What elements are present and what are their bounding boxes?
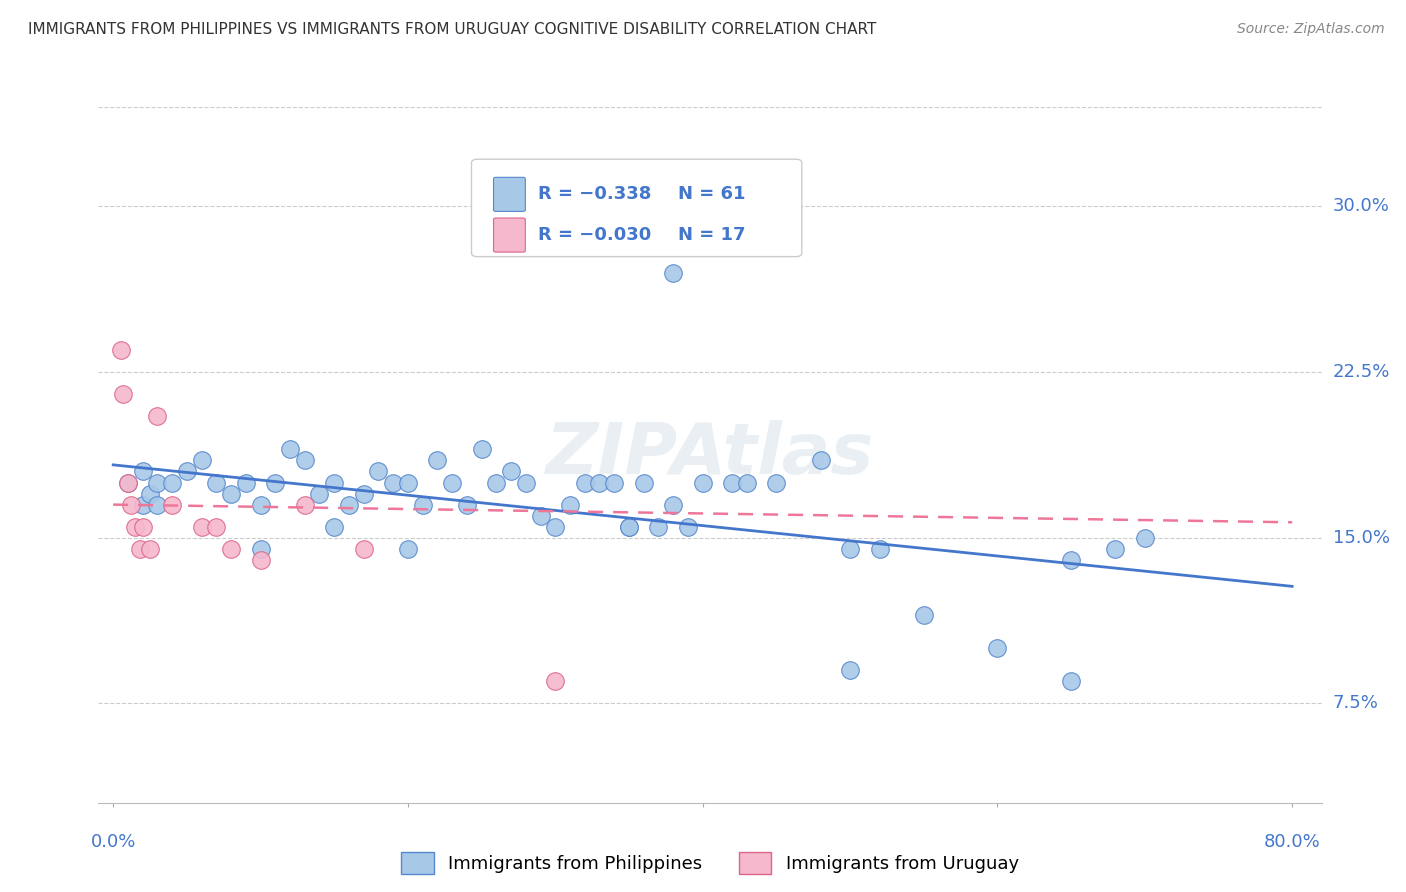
Text: 30.0%: 30.0% xyxy=(1333,197,1389,216)
Text: 7.5%: 7.5% xyxy=(1333,694,1379,713)
Point xyxy=(662,498,685,512)
Point xyxy=(515,475,537,490)
Point xyxy=(128,541,150,556)
Text: N = 17: N = 17 xyxy=(678,226,745,244)
Point xyxy=(112,387,135,401)
Point xyxy=(205,519,228,533)
Text: 22.5%: 22.5% xyxy=(1333,363,1391,381)
Point xyxy=(1060,674,1083,689)
Point xyxy=(160,498,183,512)
Point xyxy=(337,498,360,512)
Point xyxy=(353,541,375,556)
Point xyxy=(839,541,862,556)
Point xyxy=(721,475,744,490)
Point xyxy=(160,475,183,490)
Point xyxy=(603,475,626,490)
Point xyxy=(456,498,478,512)
Point xyxy=(382,475,405,490)
Point xyxy=(190,519,212,533)
Point xyxy=(139,486,162,500)
Point xyxy=(190,453,212,467)
Point xyxy=(117,475,139,490)
Text: Source: ZipAtlas.com: Source: ZipAtlas.com xyxy=(1237,22,1385,37)
Point xyxy=(110,343,132,357)
Point xyxy=(146,498,169,512)
Point xyxy=(131,465,153,479)
Point xyxy=(1104,541,1126,556)
Point xyxy=(219,541,242,556)
Point xyxy=(323,519,346,533)
Point xyxy=(294,453,316,467)
Point xyxy=(139,541,162,556)
Point xyxy=(264,475,287,490)
Point xyxy=(544,519,567,533)
Point xyxy=(617,519,640,533)
Text: 80.0%: 80.0% xyxy=(1264,833,1320,851)
Point xyxy=(692,475,714,490)
Point xyxy=(117,475,139,490)
Point xyxy=(471,442,494,457)
Text: 15.0%: 15.0% xyxy=(1333,529,1389,547)
Point xyxy=(647,519,669,533)
Point xyxy=(441,475,464,490)
Text: ZIPAtlas: ZIPAtlas xyxy=(546,420,875,490)
Point xyxy=(633,475,655,490)
Point xyxy=(131,498,153,512)
Point xyxy=(765,475,787,490)
FancyBboxPatch shape xyxy=(471,159,801,257)
Point xyxy=(588,475,610,490)
Point xyxy=(499,465,522,479)
Point xyxy=(544,674,567,689)
FancyBboxPatch shape xyxy=(494,178,526,211)
Point xyxy=(558,498,581,512)
Point xyxy=(662,266,685,280)
Point xyxy=(396,541,419,556)
Point xyxy=(839,663,862,677)
Point xyxy=(278,442,301,457)
Point xyxy=(869,541,891,556)
Point xyxy=(574,475,596,490)
Text: 0.0%: 0.0% xyxy=(90,833,136,851)
Legend: Immigrants from Philippines, Immigrants from Uruguay: Immigrants from Philippines, Immigrants … xyxy=(401,852,1019,874)
Text: R = −0.338: R = −0.338 xyxy=(537,186,651,203)
Point xyxy=(396,475,419,490)
Point xyxy=(912,608,935,623)
Text: IMMIGRANTS FROM PHILIPPINES VS IMMIGRANTS FROM URUGUAY COGNITIVE DISABILITY CORR: IMMIGRANTS FROM PHILIPPINES VS IMMIGRANT… xyxy=(28,22,876,37)
Point xyxy=(986,641,1008,656)
Point xyxy=(294,498,316,512)
Point xyxy=(485,475,508,490)
Point xyxy=(146,409,169,424)
Point xyxy=(249,541,271,556)
Point xyxy=(617,519,640,533)
FancyBboxPatch shape xyxy=(494,218,526,252)
Point xyxy=(1060,553,1083,567)
Point xyxy=(367,465,389,479)
Point xyxy=(676,519,699,533)
Point xyxy=(249,498,271,512)
Point xyxy=(124,519,146,533)
Point xyxy=(131,519,153,533)
Text: R = −0.030: R = −0.030 xyxy=(537,226,651,244)
Point xyxy=(810,453,832,467)
Point xyxy=(249,553,271,567)
Point xyxy=(146,475,169,490)
Point xyxy=(205,475,228,490)
Point xyxy=(353,486,375,500)
Point xyxy=(1133,531,1156,545)
Point xyxy=(323,475,346,490)
Text: N = 61: N = 61 xyxy=(678,186,745,203)
Point xyxy=(176,465,198,479)
Point xyxy=(120,498,142,512)
Point xyxy=(219,486,242,500)
Point xyxy=(308,486,330,500)
Point xyxy=(426,453,449,467)
Point xyxy=(235,475,257,490)
Point xyxy=(529,508,551,523)
Point xyxy=(412,498,434,512)
Point xyxy=(735,475,758,490)
